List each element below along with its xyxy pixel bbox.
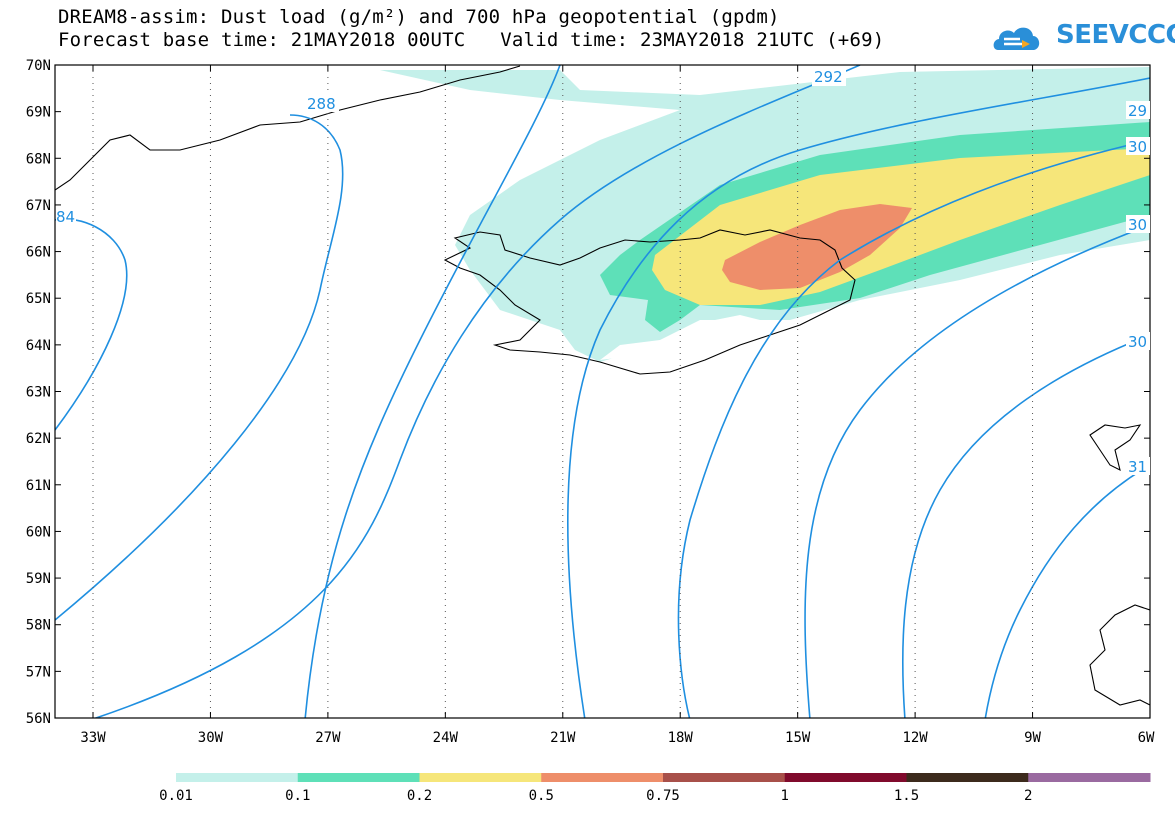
colorbar-label: 0.75 <box>646 788 680 804</box>
scotland-coast <box>1089 604 1150 706</box>
lon-label: 15W <box>785 730 811 746</box>
lat-label: 65N <box>26 291 51 307</box>
map-subtitle: Forecast base time: 21MAY2018 00UTC Vali… <box>58 29 885 51</box>
contour-label-296: 29 <box>1128 102 1147 120</box>
map-title: DREAM8-assim: Dust load (g/m²) and 700 h… <box>58 6 780 28</box>
contour-label-312: 31 <box>1128 458 1147 476</box>
contour-label-284: 84 <box>56 208 75 226</box>
lon-label: 33W <box>80 730 106 746</box>
dust-level-0.5 <box>722 204 912 290</box>
lat-label: 64N <box>26 338 51 354</box>
colorbar-swatch <box>541 773 664 782</box>
lat-label: 61N <box>26 478 51 494</box>
colorbar-label: 1.5 <box>894 788 919 804</box>
colorbar-swatch <box>176 773 299 782</box>
lon-label: 27W <box>315 730 341 746</box>
colorbar-label: 0.1 <box>285 788 310 804</box>
contour-label-288: 288 <box>307 95 336 113</box>
colorbar-label: 1 <box>781 788 789 804</box>
iceland-coast <box>443 229 856 375</box>
contour-label-300: 30 <box>1128 138 1147 156</box>
lat-label: 68N <box>26 151 51 167</box>
colorbar-swatch <box>419 773 542 782</box>
contour-304 <box>804 224 1150 718</box>
colorbar-swatch <box>906 773 1029 782</box>
contour-label-304: 30 <box>1128 216 1147 234</box>
lon-label: 12W <box>902 730 928 746</box>
contour-label-292: 292 <box>814 68 843 86</box>
lat-label: 67N <box>26 198 51 214</box>
lat-label: 62N <box>26 431 51 447</box>
iceland-land <box>600 315 760 360</box>
latitude-labels: 70N 69N 68N 67N 66N 65N 64N 63N 62N 61N 60N 59N 58N 5… <box>26 58 51 727</box>
contour-label-308: 30 <box>1128 333 1147 351</box>
map-area <box>55 65 1150 718</box>
lon-label: 6W <box>1138 730 1155 746</box>
axis-ticks <box>55 64 1151 719</box>
lon-label: 18W <box>668 730 694 746</box>
faroe-coast <box>1089 424 1142 472</box>
cloud-logo-icon <box>993 27 1040 50</box>
colorbar-label: 0.01 <box>159 788 193 804</box>
colorbar-swatch <box>1028 773 1151 782</box>
contour-308 <box>901 334 1150 718</box>
logo-text: SEEVCCC <box>1056 20 1175 50</box>
lon-label: 21W <box>550 730 576 746</box>
lon-label: 9W <box>1024 730 1041 746</box>
contour-284 <box>55 218 128 431</box>
lat-label: 60N <box>26 524 51 540</box>
lon-label: 30W <box>198 730 224 746</box>
lat-label: 63N <box>26 385 51 401</box>
graticule <box>92 65 1034 718</box>
colorbar-label: 0.5 <box>529 788 554 804</box>
contour-296 <box>567 77 1150 718</box>
contour-292a <box>304 65 561 718</box>
lat-label: 58N <box>26 618 51 634</box>
longitude-labels: 33W 30W 27W 24W 21W 18W 15W 12W 9W 6W <box>80 730 1155 746</box>
colorbar-swatch <box>663 773 786 782</box>
greenland-coast <box>55 65 521 191</box>
colorbar-label: 2 <box>1024 788 1032 804</box>
contour-292b <box>93 65 861 718</box>
lat-label: 59N <box>26 571 51 587</box>
lon-label: 24W <box>433 730 459 746</box>
colorbar-swatch <box>784 773 907 782</box>
contour-300 <box>677 139 1150 718</box>
colorbar: 0.01 0.1 0.2 0.5 0.75 1 1.5 2 <box>159 773 1151 804</box>
contour-288 <box>55 114 344 621</box>
lat-label: 70N <box>26 58 51 74</box>
lat-label: 57N <box>26 664 51 680</box>
contour-312 <box>984 464 1150 718</box>
colorbar-swatch <box>297 773 420 782</box>
lat-label: 66N <box>26 245 51 261</box>
colorbar-label: 0.2 <box>407 788 432 804</box>
lat-label: 69N <box>26 105 51 121</box>
lat-label: 56N <box>26 711 51 727</box>
